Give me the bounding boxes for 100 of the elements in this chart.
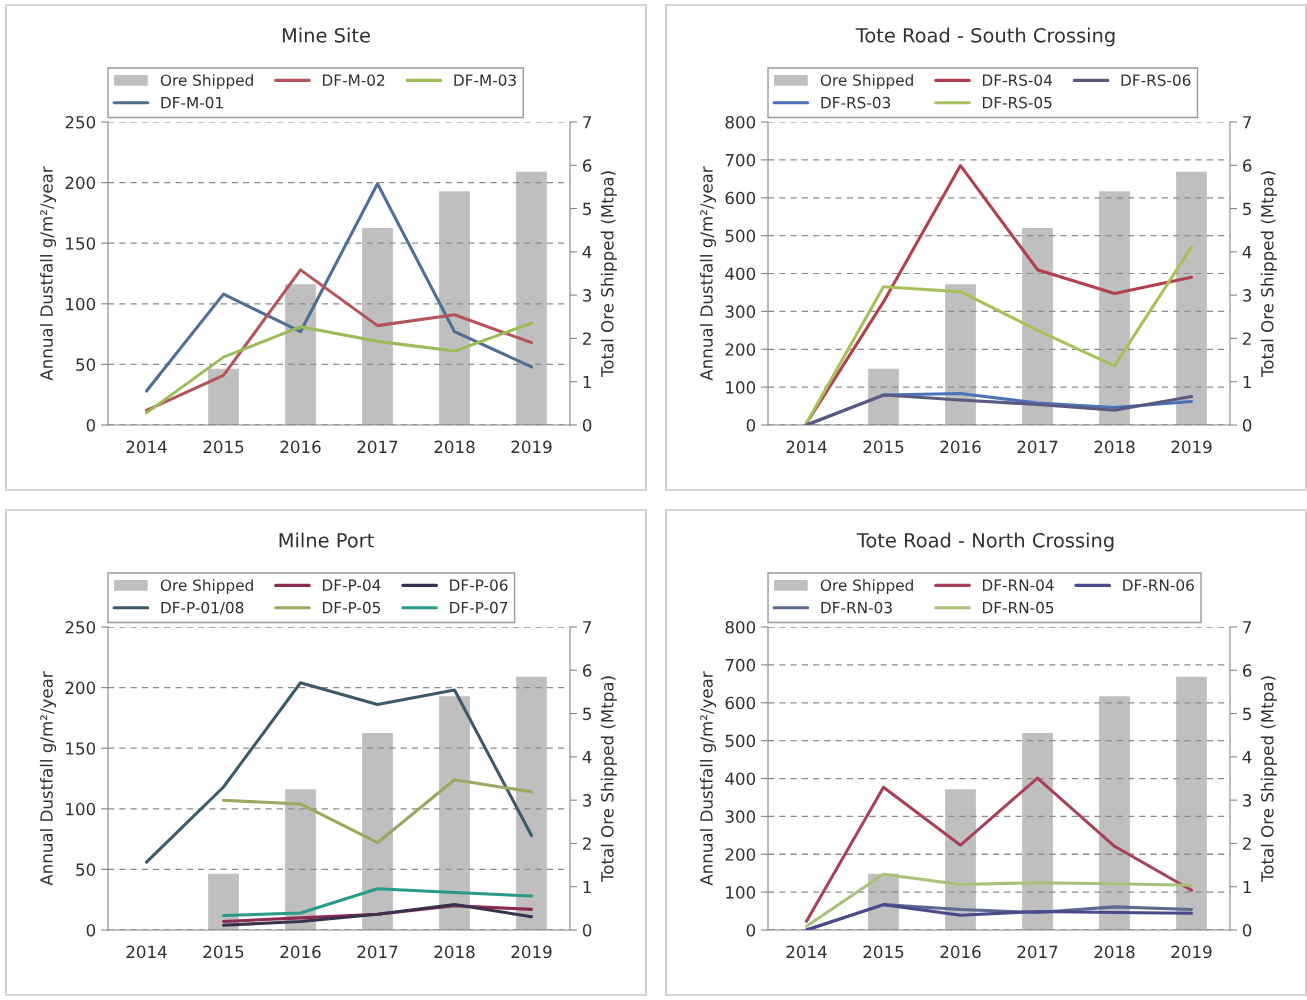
y-tick-label: 0 <box>86 418 96 432</box>
bar <box>945 284 976 425</box>
x-tick-label: 2019 <box>511 440 552 454</box>
y-tick-label: 0 <box>746 923 756 937</box>
bar <box>516 171 547 425</box>
x-tick-label: 2017 <box>357 945 398 959</box>
legend-label: DF-M-02 <box>323 74 385 86</box>
x-tick-label: 2014 <box>786 440 827 454</box>
y-tick-label: 250 <box>65 115 96 129</box>
y-tick-label: 300 <box>725 810 756 823</box>
y-tick-label: 700 <box>725 153 756 167</box>
legend-label: Ore Shipped <box>160 74 253 89</box>
x-tick-label: 2018 <box>1094 440 1135 454</box>
x-tick-label: 2019 <box>511 945 552 959</box>
bar <box>1022 228 1053 425</box>
y2-tick-label: 7 <box>1243 116 1251 129</box>
y-tick-label: 50 <box>76 863 96 876</box>
y2-tick-label: 5 <box>583 202 591 216</box>
line-series <box>144 268 534 412</box>
legend-label: DF-P-06 <box>450 579 508 591</box>
x-tick-label: 2014 <box>126 945 167 959</box>
x-tick-label: 2017 <box>357 440 398 454</box>
chart-title: Mine Site <box>282 27 370 43</box>
y2-tick-label: 6 <box>582 159 592 172</box>
y2-tick-label: 7 <box>1243 621 1251 634</box>
y2-tick-label: 3 <box>1243 289 1252 302</box>
legend-label: DF-RS-05 <box>983 96 1052 109</box>
legend-label: DF-M-01 <box>161 96 223 109</box>
y2-tick-label: 5 <box>583 707 591 721</box>
x-tick-label: 2019 <box>1171 440 1212 454</box>
y-tick-label: 200 <box>725 343 756 356</box>
line-series <box>221 887 534 917</box>
legend-label: DF-P-04 <box>323 579 381 591</box>
y2-axis-title: Total Ore Shipped (Mtpa) <box>600 676 617 883</box>
bar <box>285 789 316 930</box>
bar <box>362 228 393 425</box>
x-tick-label: 2015 <box>863 440 904 454</box>
line-series <box>804 776 1194 923</box>
y-tick-label: 500 <box>725 229 756 243</box>
y2-tick-label: 5 <box>1243 707 1251 721</box>
y2-axis-title: Total Ore Shipped (Mtpa) <box>1260 171 1277 378</box>
y-tick-label: 800 <box>725 115 756 129</box>
y-tick-label: 500 <box>725 734 756 748</box>
bar <box>1176 171 1207 425</box>
bar <box>1099 696 1130 930</box>
bar <box>439 191 470 425</box>
chart-title: Milne Port <box>279 532 374 548</box>
y2-tick-label: 4 <box>1242 751 1252 764</box>
legend-label: DF-P-01/08 <box>161 601 244 615</box>
y-tick-label: 400 <box>725 267 756 281</box>
y2-tick-label: 3 <box>1243 794 1252 807</box>
line-series <box>221 778 534 845</box>
x-tick-label: 2014 <box>126 440 167 454</box>
y2-tick-label: 0 <box>1242 923 1252 937</box>
y-tick-label: 200 <box>725 848 756 861</box>
bar <box>868 368 899 425</box>
legend-label: Ore Shipped <box>160 579 253 594</box>
y-tick-label: 100 <box>66 802 96 816</box>
y-axis-title: Annual Dustfall g/m²/year <box>39 671 57 886</box>
legend-label: DF-RN-03 <box>821 601 892 614</box>
x-tick-label: 2015 <box>203 945 244 959</box>
x-tick-label: 2016 <box>940 945 981 959</box>
y-tick-label: 250 <box>65 620 96 634</box>
y-tick-label: 0 <box>86 923 96 937</box>
x-tick-label: 2018 <box>1094 945 1135 959</box>
x-tick-label: 2017 <box>1017 945 1058 959</box>
bar <box>1022 733 1053 930</box>
y2-tick-label: 1 <box>583 375 591 389</box>
x-tick-label: 2015 <box>203 440 244 454</box>
chart-title: Tote Road - South Crossing <box>855 27 1115 47</box>
legend-label: DF-P-07 <box>450 601 508 614</box>
x-tick-label: 2018 <box>434 945 475 959</box>
y2-tick-label: 3 <box>583 289 592 302</box>
y2-tick-label: 2 <box>583 837 591 850</box>
y2-tick-label: 7 <box>583 116 591 129</box>
y2-tick-label: 1 <box>1243 880 1251 894</box>
x-tick-label: 2018 <box>434 440 475 454</box>
y-axis-title: Annual Dustfall g/m²/year <box>699 166 717 381</box>
y2-tick-label: 6 <box>582 664 592 677</box>
y-tick-label: 0 <box>746 418 756 432</box>
y2-tick-label: 2 <box>1243 837 1251 850</box>
bar <box>439 696 470 930</box>
legend-label: DF-RS-03 <box>821 96 891 109</box>
bar <box>362 733 393 930</box>
chart-title: Tote Road - North Crossing <box>856 532 1114 552</box>
y2-tick-label: 5 <box>1243 202 1251 216</box>
y-tick-label: 150 <box>66 742 96 755</box>
y-tick-label: 600 <box>725 191 756 205</box>
legend-label: DF-RN-06 <box>1123 579 1194 591</box>
line-series <box>804 903 1194 930</box>
y-tick-label: 200 <box>65 681 96 695</box>
y-tick-label: 100 <box>726 886 756 899</box>
legend-label: DF-RN-04 <box>983 579 1054 591</box>
y2-tick-label: 4 <box>1242 246 1252 259</box>
y-tick-label: 100 <box>726 381 756 394</box>
y-axis-title: Annual Dustfall g/m²/year <box>699 671 717 886</box>
x-tick-label: 2016 <box>940 440 981 454</box>
y2-tick-label: 0 <box>1242 418 1252 432</box>
x-tick-label: 2017 <box>1017 440 1058 454</box>
y-tick-label: 100 <box>66 297 96 311</box>
